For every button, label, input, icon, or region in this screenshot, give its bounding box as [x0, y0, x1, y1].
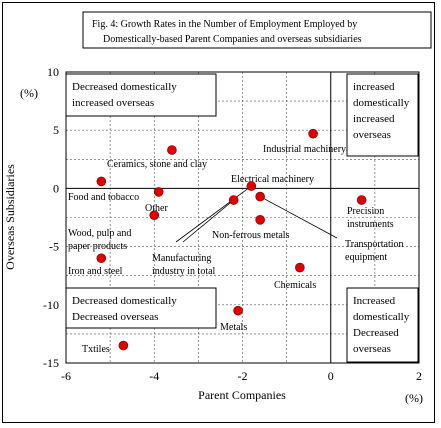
y-unit-label: (%) — [20, 86, 38, 100]
point-label-line: Metals — [220, 322, 247, 333]
data-points — [96, 128, 367, 351]
point-label-transportation-equipment: Transportation equipment — [345, 239, 404, 263]
point-label-line: Txtiles — [82, 344, 110, 355]
quadrant-box-top-left: Decreased domestically increased overseas — [65, 73, 217, 117]
quadrant-box-line: domestically — [353, 311, 410, 323]
point-label-line: Non-ferrous metals — [212, 230, 290, 241]
point-label-line: Food and tobacco — [68, 192, 139, 203]
point-label-non-ferrous-metals: Non-ferrous metals — [212, 230, 290, 241]
x-tick-label: -2 — [238, 369, 248, 383]
axes — [65, 71, 420, 364]
point-metals — [233, 305, 243, 316]
point-label-manufacturing-industry-in-total: Manufacturing industry in total — [152, 253, 216, 277]
point-food-and-tobacco — [96, 176, 107, 187]
title-line-2: Domestically-based Parent Companies and … — [103, 34, 362, 45]
point-label-line: Other — [145, 203, 168, 214]
point-label-line: Precision — [347, 206, 384, 217]
point-wood-pulp-and-paper-products — [149, 210, 160, 220]
x-tick-label: -6 — [61, 369, 71, 383]
x-axis-label: Parent Companies — [198, 388, 286, 402]
point-label-line: Ceramics, stone and clay — [107, 159, 207, 170]
quadrant-box-line: overseas — [353, 343, 391, 355]
leader-line — [182, 199, 234, 243]
quadrant-box-top-right: increased domestically increased overseas — [346, 73, 419, 157]
quadrant-box-line: domestically — [353, 97, 410, 109]
y-tick-label: -15 — [43, 356, 59, 370]
point-other — [153, 187, 164, 197]
point-label-industrial-machinery: Industrial machinery — [263, 144, 346, 155]
point-label-food-and-tobacco: Food and tobacco — [68, 192, 139, 203]
point-iron-and-steel — [96, 253, 107, 264]
point-non-ferrous-metals — [255, 215, 265, 225]
point-industrial-machinery — [308, 128, 318, 139]
point-precision-instruments — [356, 195, 367, 205]
quadrant-box-line: increased overseas — [72, 97, 154, 109]
tick-labels: -6 -4 -2 0 2 10 5 0 -5 -10 -15 — [43, 65, 422, 383]
plot-border — [65, 71, 420, 364]
point-label-line: Industrial machinery — [263, 144, 346, 155]
point-chemicals — [295, 262, 305, 273]
quadrant-boxes: Decreased domestically increased overseas… — [65, 73, 419, 363]
point-label-wood-pulp-and-paper-products: Wood, pulp and paper products — [68, 228, 131, 252]
point-label-line: instruments — [347, 219, 394, 230]
point-label-chemicals: Chemicals — [274, 280, 316, 291]
point-ceramics-stone-and-clay — [167, 145, 177, 155]
y-tick-label: -5 — [49, 240, 59, 254]
quadrant-box-border — [346, 73, 419, 157]
quadrant-box-border — [65, 73, 217, 117]
point-label-line: Iron and steel — [68, 266, 123, 277]
quadrant-box-bottom-left: Decreased domestically Decreased overseas — [65, 287, 217, 329]
point-label-txtiles: Txtiles — [82, 344, 110, 355]
point-label-line: Transportation — [345, 239, 404, 250]
point-label-line: Electrical machinery — [231, 174, 314, 185]
point-label-line: paper products — [68, 241, 127, 252]
point-label-metals: Metals — [220, 322, 247, 333]
point-transportation-equipment — [255, 191, 265, 202]
quadrant-box-line: Increased — [353, 295, 396, 307]
quadrant-box-line: Decreased domestically — [72, 295, 177, 307]
point-label-line: equipment — [345, 252, 387, 263]
point-label-line: industry in total — [152, 266, 216, 277]
quadrant-box-line: Decreased domestically — [72, 81, 177, 93]
y-tick-label: 5 — [53, 123, 59, 137]
quadrant-box-line: increased — [353, 81, 395, 93]
y-tick-label: 10 — [47, 65, 59, 79]
point-label-line: Manufacturing — [152, 253, 211, 264]
point-textiles — [118, 340, 129, 351]
title-line-1: Fig. 4: Growth Rates in the Number of Em… — [92, 19, 357, 30]
y-tick-label: 0 — [53, 181, 59, 195]
x-tick-label: -4 — [149, 369, 159, 383]
x-unit-label: (%) — [405, 391, 423, 405]
leader-line — [259, 196, 338, 239]
x-tick-label: 0 — [328, 369, 334, 383]
quadrant-box-line: increased — [353, 113, 395, 125]
quadrant-box-line: Decreased — [353, 327, 399, 339]
point-manufacturing-industry-in-total — [228, 195, 239, 205]
point-label-line: Chemicals — [274, 280, 316, 291]
point-label-line: Wood, pulp and — [68, 228, 131, 239]
leader-lines — [175, 185, 338, 243]
point-labels: Industrial machinery Ceramics, stone and … — [68, 144, 404, 355]
point-label-other: Other — [145, 203, 168, 214]
point-label-ceramics-stone-and-clay: Ceramics, stone and clay — [107, 159, 207, 170]
leader-line — [175, 185, 252, 243]
point-label-electrical-machinery: Electrical machinery — [231, 174, 314, 185]
y-axis-label: Overseas Subsidiaries — [3, 164, 17, 270]
quadrant-box-line: Decreased overseas — [72, 311, 158, 323]
x-tick-label: 2 — [416, 369, 422, 383]
quadrant-box-border — [346, 287, 419, 363]
y-tick-label: -10 — [43, 298, 59, 312]
point-electrical-machinery — [246, 181, 257, 191]
quadrant-box-line: overseas — [353, 129, 391, 141]
point-label-iron-and-steel: Iron and steel — [68, 266, 123, 277]
point-label-precision-instruments: Precision instruments — [347, 206, 394, 230]
title-box: Fig. 4: Growth Rates in the Number of Em… — [82, 11, 432, 49]
quadrant-box-bottom-right: Increased domestically Decreased overseas — [346, 287, 419, 363]
quadrant-box-border — [65, 287, 217, 329]
